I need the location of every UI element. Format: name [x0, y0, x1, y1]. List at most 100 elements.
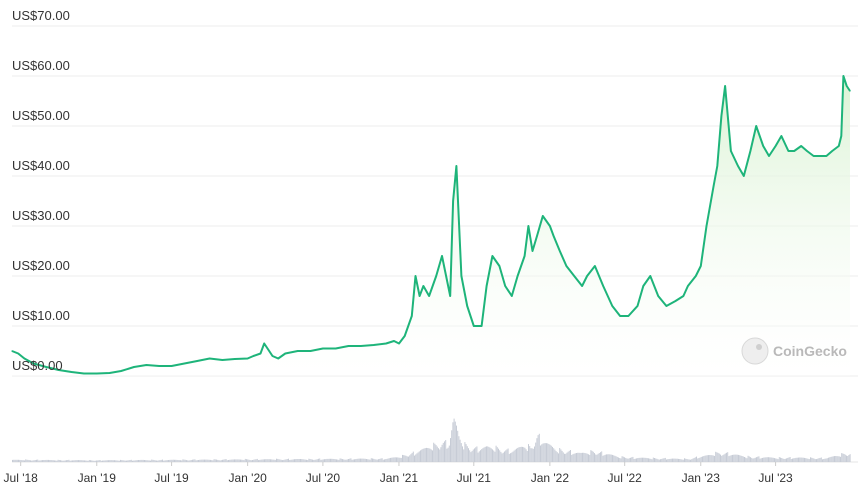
- volume-bar: [304, 459, 306, 462]
- volume-bar: [420, 450, 421, 462]
- volume-bar: [33, 460, 35, 462]
- volume-bar: [556, 452, 558, 462]
- volume-bar: [499, 450, 501, 462]
- volume-bar: [561, 450, 563, 462]
- volume-bar: [403, 455, 405, 462]
- volume-bar: [378, 459, 379, 462]
- volume-bar: [160, 459, 162, 462]
- volume-bar: [172, 459, 174, 462]
- volume-bar: [838, 456, 840, 462]
- volume-bar: [544, 443, 546, 462]
- volume-bar: [568, 450, 570, 462]
- volume-bar: [193, 459, 195, 462]
- volume-bar: [462, 446, 463, 462]
- volume-bar: [25, 459, 27, 462]
- price-point: [627, 315, 630, 317]
- volume-bar: [597, 453, 599, 462]
- volume-bar: [786, 458, 787, 462]
- volume-bar: [592, 451, 594, 462]
- volume-bar: [212, 460, 214, 462]
- volume-bar: [594, 453, 595, 462]
- volume-bar: [469, 450, 471, 462]
- volume-bar: [651, 459, 653, 462]
- volume-bar: [88, 460, 90, 462]
- volume-bar: [189, 460, 191, 462]
- volume-bar: [42, 460, 43, 462]
- volume-bar: [502, 452, 504, 462]
- volume-bar: [398, 457, 400, 462]
- volume-bar: [673, 458, 675, 462]
- price-point: [449, 295, 451, 297]
- volume-bar: [375, 459, 377, 462]
- volume-bar: [478, 451, 480, 462]
- price-point: [271, 355, 274, 357]
- volume-bar: [717, 452, 719, 462]
- volume-bar: [668, 459, 670, 462]
- volume-bar: [518, 447, 520, 462]
- volume-bar: [307, 460, 309, 462]
- volume-bar: [255, 459, 257, 462]
- volume-bar: [480, 450, 481, 462]
- volume-bar: [616, 456, 618, 462]
- volume-bar: [662, 458, 664, 462]
- volume-bar: [276, 458, 277, 462]
- volume-bar: [72, 460, 73, 462]
- volume-bar: [571, 454, 573, 462]
- price-point: [849, 90, 851, 92]
- volume-bar: [560, 449, 562, 462]
- volume-bar: [712, 455, 714, 462]
- volume-bar: [349, 458, 351, 462]
- volume-bar: [739, 455, 741, 462]
- volume-bar: [710, 455, 712, 462]
- volume-bar: [271, 459, 273, 462]
- volume-bar: [504, 451, 505, 462]
- volume-bar: [481, 449, 483, 462]
- volume-bar: [152, 459, 154, 462]
- volume-bar: [12, 459, 13, 462]
- volume-bar: [31, 460, 33, 462]
- volume-bar: [458, 436, 460, 462]
- volume-bar: [439, 449, 441, 462]
- volume-bar: [272, 459, 274, 462]
- volume-bar: [631, 457, 633, 462]
- volume-bar: [747, 455, 749, 462]
- volume-bar: [46, 459, 48, 462]
- volume-bar: [704, 455, 706, 462]
- volume-bar: [391, 457, 393, 462]
- volume-bar: [115, 460, 117, 462]
- volume-bar: [170, 459, 172, 462]
- volume-bar: [158, 460, 160, 462]
- volume-bar: [624, 457, 625, 462]
- volume-bar: [324, 459, 325, 462]
- price-point: [780, 135, 783, 137]
- volume-bar: [762, 457, 763, 462]
- volume-bar: [666, 459, 667, 462]
- volume-bar: [795, 457, 797, 462]
- price-point: [221, 359, 223, 361]
- y-tick-label: US$50.00: [12, 108, 70, 123]
- volume-bar: [590, 450, 592, 462]
- volume-bar: [384, 459, 385, 462]
- volume-bar: [67, 460, 69, 462]
- volume-bar: [289, 460, 291, 462]
- volume-bar: [386, 458, 388, 462]
- volume-bar: [783, 459, 785, 462]
- volume-bar: [447, 447, 449, 462]
- volume-bar: [793, 458, 795, 462]
- volume-bar: [298, 459, 300, 462]
- volume-bar: [442, 442, 444, 462]
- volume-bar: [418, 451, 420, 462]
- volume-bar: [112, 460, 114, 462]
- volume-bar: [808, 459, 810, 462]
- price-point: [559, 250, 561, 252]
- volume-bar: [240, 459, 241, 462]
- volume-bar: [181, 460, 183, 462]
- volume-bar: [771, 457, 773, 462]
- volume-bar: [294, 459, 295, 462]
- volume-bar: [620, 458, 622, 462]
- volume-bar: [777, 459, 779, 462]
- volume-bar: [124, 460, 126, 462]
- volume-bar: [559, 448, 561, 462]
- volume-bar: [147, 460, 149, 462]
- volume-bar: [154, 460, 156, 462]
